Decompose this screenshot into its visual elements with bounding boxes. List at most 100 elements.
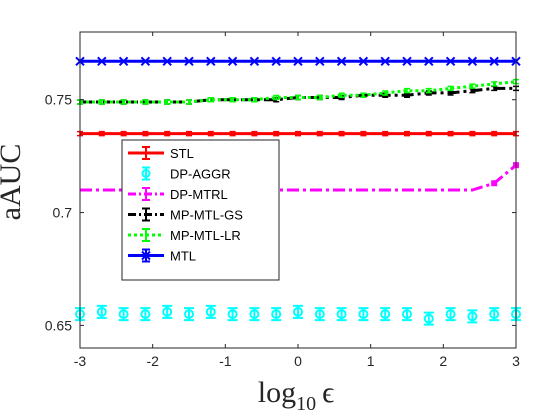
x-tick-label-5: 2 — [439, 353, 447, 369]
data-point-dp-aggr-4 — [162, 306, 173, 317]
legend-item-stl: STL — [128, 146, 194, 161]
data-point-stl-8 — [251, 130, 258, 137]
legend-errorbar-stl — [142, 146, 150, 160]
x-tick-label-4: 1 — [367, 353, 375, 369]
data-point-mp-mtl-lr-14 — [382, 90, 389, 96]
data-point-dp-aggr-10 — [293, 306, 303, 317]
legend-label-stl: STL — [170, 146, 194, 161]
legend-item-dp-mtrl: DP-MTRL — [128, 187, 228, 202]
data-point-mtl-15 — [402, 56, 412, 67]
series-stl — [77, 130, 519, 137]
data-point-stl-16 — [425, 130, 432, 137]
data-point-dp-aggr-14 — [380, 309, 391, 320]
series-mp-mtl-lr — [77, 78, 519, 105]
y-tick-label-0: 0.65 — [45, 317, 72, 333]
data-point-stl-14 — [382, 130, 389, 137]
data-point-mp-mtl-lr-8 — [251, 96, 258, 103]
data-point-mp-mtl-lr-3 — [142, 99, 149, 105]
data-point-mp-mtl-lr-15 — [404, 87, 410, 94]
data-point-dp-aggr-11 — [314, 309, 325, 320]
legend-label-mp-mtl-gs: MP-MTL-GS — [170, 208, 243, 223]
series-dp-aggr — [75, 304, 521, 326]
data-point-dp-aggr-12 — [336, 309, 347, 320]
data-point-dp-aggr-6 — [205, 306, 216, 317]
data-point-dp-mtrl-19 — [491, 180, 498, 187]
x-tick-label-2: -1 — [219, 353, 232, 369]
data-point-mp-mtl-lr-19 — [491, 81, 498, 87]
data-point-mtl-12 — [336, 56, 347, 67]
data-point-mtl-19 — [489, 56, 499, 67]
data-point-mtl-16 — [424, 56, 434, 67]
data-point-mtl-14 — [380, 56, 390, 67]
x-tick-label-3: 0 — [294, 353, 302, 369]
data-point-dp-aggr-2 — [118, 309, 129, 320]
data-point-stl-7 — [229, 130, 236, 137]
data-point-mtl-18 — [467, 56, 478, 67]
data-point-mtl-7 — [227, 56, 238, 67]
legend-marker-dp-aggr — [141, 169, 151, 178]
data-point-mtl-4 — [162, 56, 172, 67]
data-point-mp-mtl-lr-18 — [469, 83, 476, 89]
data-point-mtl-9 — [271, 56, 281, 67]
data-point-mtl-11 — [315, 56, 325, 67]
axes: -3 -2 -1 0 1 2 3 0.65 0.7 0.75 — [45, 31, 520, 369]
data-point-mtl-1 — [97, 56, 107, 67]
data-point-mtl-8 — [249, 56, 260, 67]
data-point-mp-mtl-lr-16 — [425, 87, 432, 94]
legend-label-dp-mtrl: DP-MTRL — [170, 187, 228, 202]
x-tick-label-6: 3 — [512, 353, 520, 369]
data-point-mp-mtl-lr-17 — [447, 85, 454, 92]
data-point-mtl-13 — [358, 56, 369, 67]
x-tick-label-0: -3 — [74, 353, 87, 369]
data-point-mp-mtl-lr-7 — [229, 96, 236, 103]
legend-item-mp-mtl-gs: MP-MTL-GS — [128, 207, 243, 223]
data-point-stl-10 — [295, 130, 301, 137]
data-point-mp-mtl-lr-5 — [186, 99, 192, 105]
data-point-stl-17 — [447, 130, 454, 137]
legend-errorbar-dp-mtrl — [142, 187, 150, 201]
data-point-dp-aggr-5 — [184, 309, 194, 320]
data-point-dp-aggr-13 — [358, 309, 369, 320]
legend-marker-mtl — [141, 250, 151, 261]
data-point-dp-aggr-17 — [445, 309, 456, 320]
data-point-mp-mtl-lr-4 — [164, 99, 171, 105]
legend-label-mp-mtl-lr: MP-MTL-LR — [170, 228, 241, 243]
y-tick-label-1: 0.7 — [53, 205, 73, 221]
legend: STL DP-AGGR DP-MTRL MP-MTL-GS MP-MTL-LR MTL — [121, 139, 280, 281]
data-point-dp-aggr-16 — [423, 313, 434, 324]
data-point-stl-11 — [316, 130, 323, 137]
series-mtl — [75, 56, 521, 67]
data-point-stl-6 — [207, 130, 214, 137]
data-point-mtl-2 — [118, 56, 129, 67]
y-axis-label: aAUC — [0, 144, 27, 221]
data-point-stl-1 — [98, 130, 105, 137]
data-point-mp-mtl-lr-1 — [98, 99, 105, 105]
x-axis-label-symbol: ϵ — [322, 376, 334, 409]
data-point-mtl-3 — [140, 56, 151, 67]
data-point-dp-aggr-3 — [140, 309, 151, 320]
y-tick-label-2: 0.75 — [45, 92, 72, 108]
legend-errorbar-mp-mtl-lr — [142, 228, 150, 242]
data-point-dp-aggr-19 — [489, 309, 500, 320]
data-point-dp-aggr-7 — [227, 309, 238, 320]
data-point-mp-mtl-lr-6 — [207, 96, 214, 103]
data-point-mp-mtl-lr-2 — [120, 99, 127, 105]
data-point-stl-18 — [469, 130, 476, 137]
data-point-dp-aggr-9 — [271, 309, 282, 320]
data-point-stl-19 — [491, 130, 498, 137]
data-point-stl-9 — [273, 130, 280, 137]
plot-area — [75, 56, 521, 326]
legend-label-mtl: MTL — [170, 249, 196, 264]
x-axis-label-subscript: 10 — [296, 393, 316, 415]
data-point-stl-3 — [142, 130, 149, 137]
data-point-dp-aggr-18 — [467, 311, 478, 322]
data-point-dp-aggr-15 — [402, 309, 412, 320]
data-point-mtl-17 — [445, 56, 456, 67]
data-point-mtl-6 — [206, 56, 216, 67]
data-point-mp-mtl-lr-12 — [338, 92, 345, 98]
legend-label-dp-aggr: DP-AGGR — [170, 167, 231, 182]
data-point-stl-4 — [164, 130, 171, 137]
data-point-stl-2 — [120, 130, 127, 137]
data-point-dp-aggr-1 — [96, 306, 107, 317]
x-axis-label-log: log — [258, 376, 296, 409]
